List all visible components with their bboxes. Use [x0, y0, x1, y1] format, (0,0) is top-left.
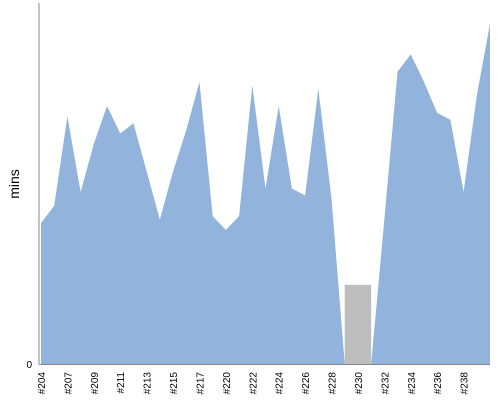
- series-area-segment-1: [371, 23, 490, 364]
- y-tick-label-0: 0: [26, 360, 32, 371]
- x-tick-label: #217: [195, 372, 206, 395]
- x-tick-label: #238: [460, 372, 471, 395]
- x-tick-label: #220: [222, 372, 233, 395]
- x-tick-label: #228: [328, 372, 339, 395]
- x-tick-label: #236: [433, 372, 444, 395]
- series-area-group: [41, 23, 490, 365]
- series-area-segment-0: [41, 81, 345, 365]
- x-tick-label: #222: [248, 372, 259, 395]
- x-tick-label: #232: [380, 372, 391, 395]
- x-tick-label: #215: [169, 372, 180, 395]
- x-tick-label: #224: [275, 372, 286, 395]
- missing-data-gap: [344, 284, 372, 364]
- x-tick-label: #234: [407, 372, 418, 395]
- x-tick-label: #207: [63, 372, 74, 395]
- x-tick-labels: #204 #207 #209 #211 #213 #215 #217 #220 #222 #224…: [37, 372, 471, 395]
- x-tick-label: #226: [301, 372, 312, 395]
- x-tick-label: #211: [116, 372, 127, 394]
- x-tick-label: #209: [90, 372, 101, 395]
- y-axis-title: mins: [6, 169, 22, 199]
- x-tick-label: #230: [354, 372, 365, 395]
- x-tick-label: #204: [37, 372, 48, 395]
- x-tick-label: #213: [143, 372, 154, 395]
